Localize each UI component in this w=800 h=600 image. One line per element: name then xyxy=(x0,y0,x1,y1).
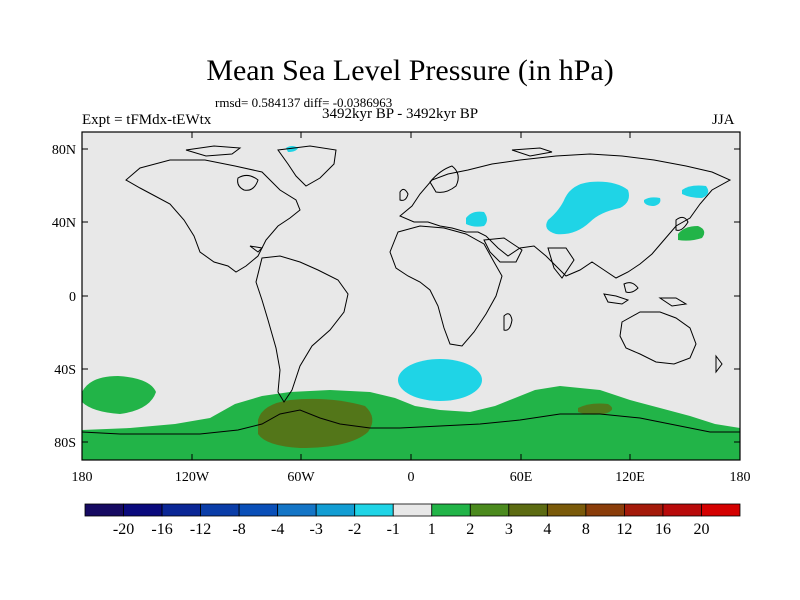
colorbar-label: -3 xyxy=(310,521,323,538)
south-atlantic-negative-region xyxy=(398,359,482,401)
lon-label-180e: 180 xyxy=(730,470,751,485)
lon-label-60w: 60W xyxy=(287,470,315,485)
lon-label-120w: 120W xyxy=(175,470,210,485)
new-guinea-coast xyxy=(658,297,688,307)
colorbar-swatch xyxy=(662,503,702,517)
colorbar-label: -8 xyxy=(232,521,245,538)
coastlines xyxy=(81,145,740,435)
madagascar-coast xyxy=(503,313,513,331)
colorbar-label: -12 xyxy=(190,521,211,538)
period-label: 3492kyr BP - 3492kyr BP xyxy=(322,106,479,122)
lat-label-80s: 80S xyxy=(54,436,76,451)
arctic-islands-coast xyxy=(185,145,242,157)
mongolia-negative-region xyxy=(546,181,629,235)
north-america-coast xyxy=(125,159,301,273)
colorbar-swatch xyxy=(200,503,240,517)
lon-label-120e: 120E xyxy=(615,470,645,485)
colorbar-swatch xyxy=(354,503,394,517)
north-negative-small xyxy=(644,197,661,206)
latitude-axis xyxy=(82,148,740,443)
japan-positive-region xyxy=(678,226,705,241)
uk-coast xyxy=(399,188,409,201)
colorbar-swatch xyxy=(469,503,510,517)
colorbar-swatch xyxy=(238,503,279,517)
colorbar-swatch xyxy=(161,503,201,517)
antarctic-peninsula-region xyxy=(258,398,373,448)
colorbar-swatch xyxy=(431,503,471,517)
page-title: Mean Sea Level Pressure (in hPa) xyxy=(206,54,614,87)
japan-coast xyxy=(675,216,689,231)
lon-label-60e: 60E xyxy=(510,470,533,485)
stats-text: rmsd= 0.584137 diff= -0.0386963 xyxy=(215,95,393,110)
colorbar-swatch xyxy=(277,503,317,517)
colorbar xyxy=(84,503,741,517)
colorbar-swatch xyxy=(508,503,548,517)
lat-label-0: 0 xyxy=(69,290,76,305)
colorbar-swatch xyxy=(546,503,587,517)
colorbar-label: -1 xyxy=(387,521,400,538)
antarctic-positive-region xyxy=(82,386,740,460)
experiment-label: Expt = tFMdx-tEWtx xyxy=(82,112,212,128)
colorbar-label: 3 xyxy=(505,521,513,538)
hudson-bay-coast xyxy=(237,174,259,191)
longitude-axis xyxy=(81,132,741,460)
caribbean-coast xyxy=(249,245,264,253)
colorbar-label: 1 xyxy=(428,521,436,538)
indonesia-coast xyxy=(603,293,630,305)
lat-label-80n: 80N xyxy=(52,143,76,158)
black-sea-negative-region xyxy=(466,211,487,227)
colorbar-label: 20 xyxy=(693,521,709,538)
longitude-labels: 180 120W 60W 0 60E 120E 180 xyxy=(72,470,751,485)
africa-coast xyxy=(389,225,503,347)
colorbar-labels: -20 -16 -12 -8 -4 -3 -2 -1 1 2 3 4 8 12 16 20 xyxy=(113,521,710,538)
colorbar-swatch xyxy=(123,503,163,517)
colorbar-label: 12 xyxy=(616,521,632,538)
colorbar-label: -2 xyxy=(348,521,361,538)
arctic-islands-coast-2 xyxy=(511,147,553,157)
anomaly-fills xyxy=(82,146,740,460)
colorbar-swatch xyxy=(585,503,625,517)
colorbar-label: 8 xyxy=(582,521,590,538)
arabia-coast xyxy=(483,237,523,263)
eurasia-coast xyxy=(399,153,732,279)
india-coast xyxy=(547,247,575,279)
lon-label-180w: 180 xyxy=(72,470,93,485)
kamchatka-negative-region xyxy=(682,185,709,198)
colorbar-label: -20 xyxy=(113,521,134,538)
colorbar-label: 16 xyxy=(655,521,671,538)
colorbar-swatch xyxy=(624,503,664,517)
australia-coast xyxy=(619,311,697,365)
colorbar-swatch xyxy=(84,503,124,517)
scandinavia-coast xyxy=(429,165,459,193)
colorbar-swatch xyxy=(392,503,433,517)
colorbar-label: -16 xyxy=(151,521,172,538)
colorbar-swatch xyxy=(701,503,741,517)
colorbar-label: 4 xyxy=(543,521,551,538)
latitude-labels: 80N 40N 0 40S 80S xyxy=(52,143,76,451)
new-zealand-coast xyxy=(715,354,723,374)
colorbar-swatch xyxy=(315,503,356,517)
south-america-coast xyxy=(255,255,349,403)
south-pacific-positive-region xyxy=(82,376,156,414)
lat-label-40n: 40N xyxy=(52,216,76,231)
colorbar-label: -4 xyxy=(271,521,284,538)
greenland-coast xyxy=(277,145,337,187)
antarctica-coast xyxy=(81,409,740,435)
east-antarctic-small-region xyxy=(578,403,613,415)
colorbar-label: 2 xyxy=(466,521,474,538)
lat-label-40s: 40S xyxy=(54,363,76,378)
borneo-coast xyxy=(623,282,639,293)
lon-label-0: 0 xyxy=(408,470,415,485)
season-label: JJA xyxy=(712,112,735,128)
